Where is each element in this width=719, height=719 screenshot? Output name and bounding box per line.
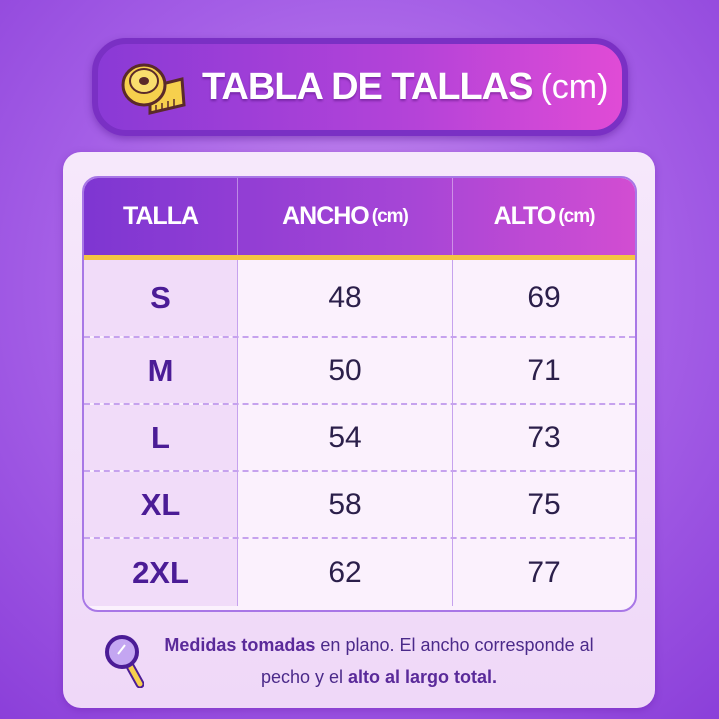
ancho-cell: 48 [238, 260, 453, 336]
note-line-2: pecho y el alto al largo total. [140, 662, 618, 693]
note-bold-2: alto al largo total. [348, 667, 498, 687]
table-header: TALLA ANCHO (cm) ALTO (cm) [84, 178, 635, 260]
header-talla: TALLA [84, 178, 238, 255]
size-cell: XL [84, 472, 238, 537]
table-row: S 48 69 [84, 260, 635, 338]
table-row: L 54 73 [84, 405, 635, 472]
note-line-1: Medidas tomadas en plano. El ancho corre… [140, 630, 618, 661]
size-cell: M [84, 338, 238, 403]
title-unit: (cm) [540, 67, 609, 106]
ancho-cell: 54 [238, 405, 453, 470]
table-body: S 48 69 M 50 71 L 54 73 XL 58 75 2XL 62 77 [84, 260, 635, 606]
page-title: TABLA DE TALLAS [202, 65, 533, 108]
table-row: XL 58 75 [84, 472, 635, 539]
alto-cell: 69 [527, 281, 561, 314]
size-table: TALLA ANCHO (cm) ALTO (cm) S 48 69 M 50 71 L 54 73… [82, 176, 637, 612]
size-cell: 2XL [84, 539, 238, 606]
table-row: M 50 71 [84, 338, 635, 405]
note-text-1: en plano. El ancho corresponde al [315, 635, 594, 655]
alto-cell: 71 [527, 353, 561, 387]
ancho-cell: 58 [238, 472, 453, 537]
alto-cell: 75 [527, 487, 561, 521]
header-alto: ALTO (cm) [493, 202, 596, 230]
ancho-cell: 62 [238, 539, 453, 606]
size-cell: L [84, 405, 238, 470]
measurement-note: Medidas tomadas en plano. El ancho corre… [100, 628, 620, 698]
magnifier-icon [105, 635, 144, 688]
note-bold-1: Medidas tomadas [164, 635, 316, 655]
title-banner: TABLA DE TALLAS (cm) [92, 38, 628, 136]
alto-cell: 77 [527, 555, 561, 589]
alto-cell: 73 [527, 420, 561, 454]
header-ancho: ANCHO (cm) [238, 178, 453, 255]
note-text-2: pecho y el [260, 667, 349, 687]
table-row: 2XL 62 77 [84, 539, 635, 606]
measuring-tape-icon [121, 63, 186, 115]
size-cell: S [84, 260, 238, 336]
ancho-cell: 50 [238, 338, 453, 403]
